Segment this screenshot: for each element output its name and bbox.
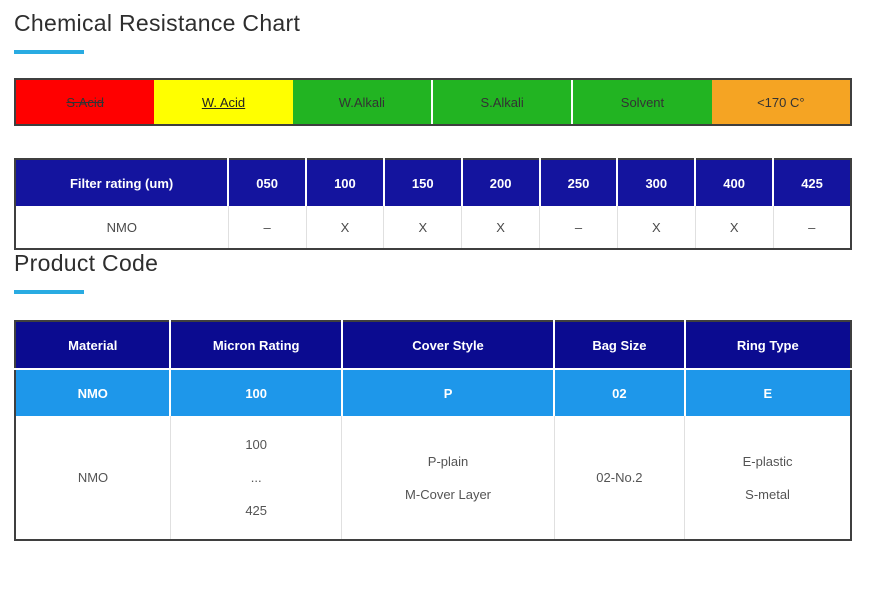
options-material-line: NMO <box>77 470 109 485</box>
chemical-title-underline <box>14 50 84 54</box>
options-material: NMO <box>15 416 171 540</box>
legend-label-temperature: <170 C° <box>757 94 805 110</box>
selected-bag: 02 <box>553 368 685 416</box>
legend-item-s-alkali: S.Alkali <box>430 80 572 124</box>
filter-table-row-nmo: NMO – X X X – X X – <box>15 206 851 249</box>
options-micron: 100 ... 425 <box>169 416 342 540</box>
filter-header-300: 300 <box>616 159 696 206</box>
filter-cell-300: X <box>616 206 696 249</box>
product-header-ring: Ring Type <box>683 321 851 369</box>
options-bag: 02-No.2 <box>553 416 685 540</box>
legend-label-w-acid[interactable]: W. Acid <box>201 94 246 110</box>
product-header-cover: Cover Style <box>340 321 555 369</box>
filter-header-250: 250 <box>538 159 618 206</box>
product-table-header-row: Material Micron Rating Cover Style Bag S… <box>15 321 851 369</box>
selected-material: NMO <box>15 368 171 416</box>
filter-header-400: 400 <box>694 159 774 206</box>
product-header-micron: Micron Rating <box>169 321 342 369</box>
product-selected-row: NMO 100 P 02 E <box>15 368 851 416</box>
legend-item-w-alkali: W.Alkali <box>292 80 431 124</box>
selected-cover: P <box>340 368 555 416</box>
filter-cell-400: X <box>694 206 774 249</box>
product-header-material: Material <box>15 321 171 369</box>
chemical-legend-bar: S.Acid W. Acid W.Alkali S.Alkali Solvent… <box>14 78 852 126</box>
filter-header-100: 100 <box>305 159 384 206</box>
legend-label-s-acid: S.Acid <box>66 94 104 110</box>
filter-cell-050: – <box>227 206 307 249</box>
chemical-section-title: Chemical Resistance Chart <box>14 10 301 36</box>
filter-header-200: 200 <box>460 159 540 206</box>
legend-item-solvent: Solvent <box>571 80 712 124</box>
legend-label-solvent: Solvent <box>620 94 665 110</box>
filter-header-425: 425 <box>772 159 851 206</box>
filter-header-rating: Filter rating (um) <box>15 159 229 206</box>
product-header-bag: Bag Size <box>553 321 685 369</box>
filter-cell-200: X <box>461 206 540 249</box>
product-title-underline <box>14 290 84 294</box>
legend-item-s-acid: S.Acid <box>16 80 155 124</box>
legend-item-temperature: <170 C° <box>711 80 850 124</box>
filter-cell-425: – <box>772 206 851 249</box>
legend-item-w-acid: W. Acid <box>154 80 293 124</box>
filter-cell-material: NMO <box>15 206 229 249</box>
product-options-row: NMO 100 ... 425 P-plain M-Cover Layer 02… <box>15 416 851 540</box>
filter-rating-table: Filter rating (um) 050 100 150 200 250 3… <box>14 158 852 250</box>
filter-cell-250: – <box>539 206 618 249</box>
options-cover: P-plain M-Cover Layer <box>341 416 555 540</box>
legend-label-w-alkali: W.Alkali <box>338 94 385 110</box>
filter-cell-100: X <box>305 206 384 249</box>
selected-micron: 100 <box>169 368 342 416</box>
product-section-title: Product Code <box>14 250 159 276</box>
product-code-table: Material Micron Rating Cover Style Bag S… <box>14 320 852 541</box>
legend-label-s-alkali: S.Alkali <box>480 94 524 110</box>
filter-header-050: 050 <box>227 159 307 206</box>
filter-cell-150: X <box>383 206 462 249</box>
options-ring: E-plastic S-metal <box>684 416 851 540</box>
filter-table-header-row: Filter rating (um) 050 100 150 200 250 3… <box>15 159 851 206</box>
filter-header-150: 150 <box>382 159 462 206</box>
selected-ring: E <box>683 368 851 416</box>
